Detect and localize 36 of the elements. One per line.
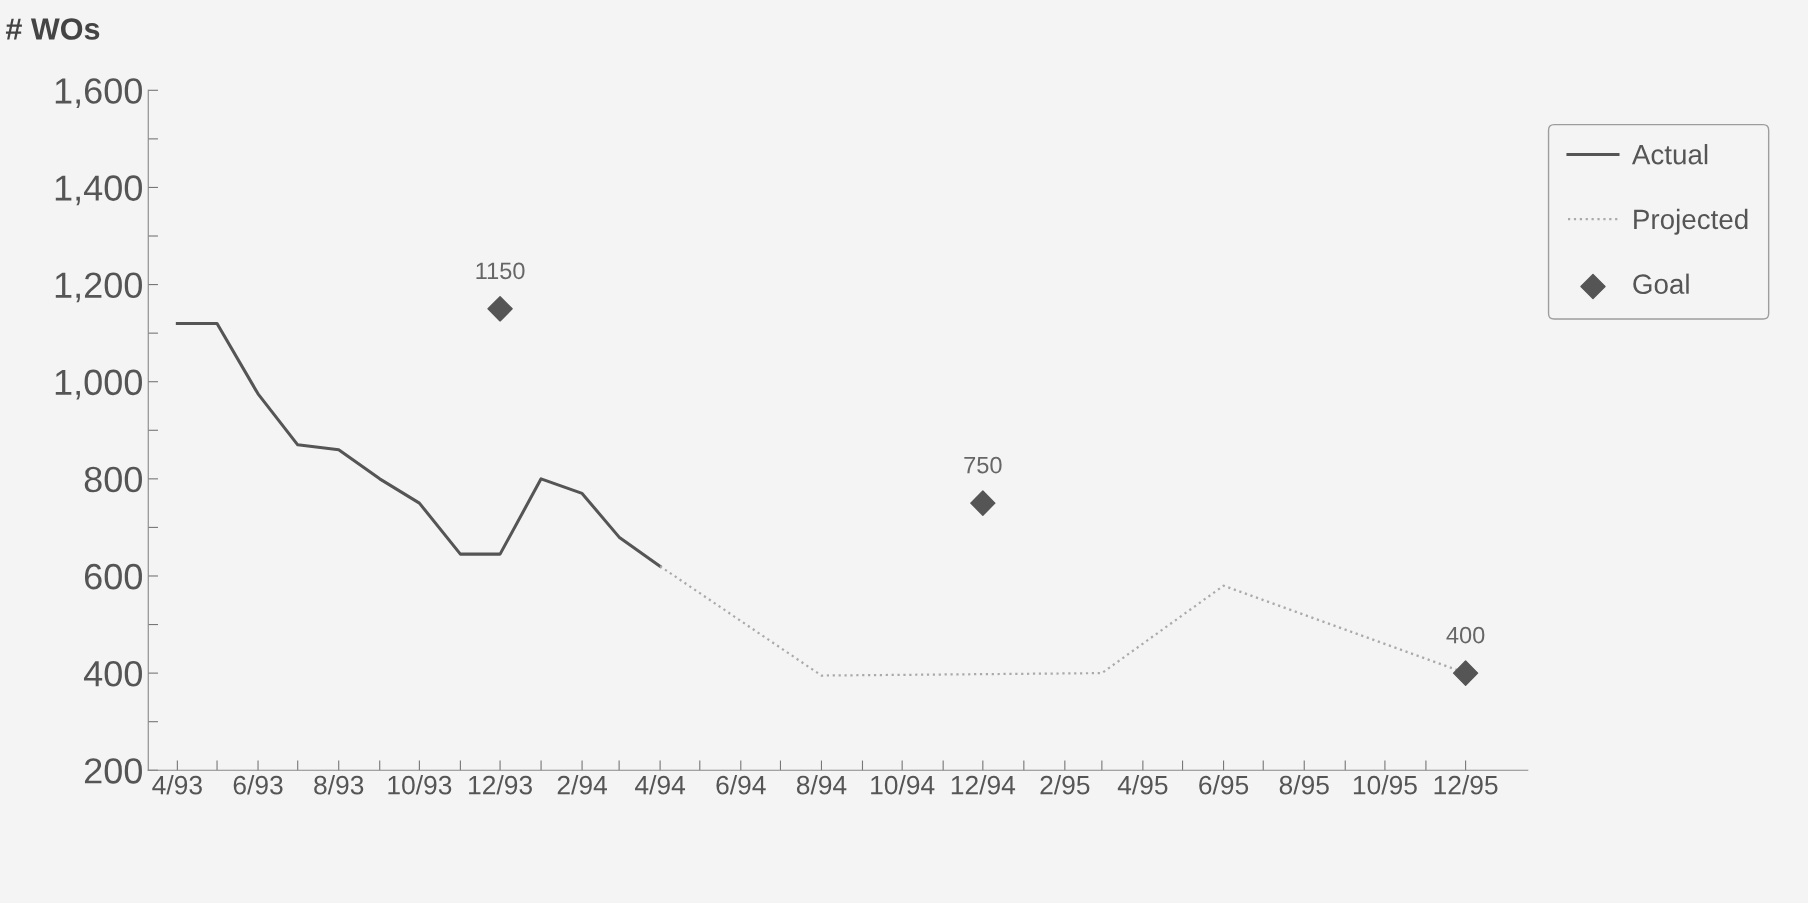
legend-label: Projected xyxy=(1634,208,1748,235)
x-tick-label: 12/94 xyxy=(951,775,1016,795)
y-tick-label: 1,400 xyxy=(55,175,142,206)
x-tick-label: 4/93 xyxy=(152,775,202,795)
y-tick-label: 200 xyxy=(84,758,142,784)
y-tick-label: 1,600 xyxy=(55,78,142,109)
x-tick-label: 12/93 xyxy=(469,775,532,795)
y-tick-label: 600 xyxy=(84,563,142,590)
data-label: 1150 xyxy=(476,262,525,280)
x-tick-label: 12/95 xyxy=(1434,775,1498,795)
x-tick-label: 10/93 xyxy=(388,775,452,795)
x-tick-label: 6/93 xyxy=(233,775,283,795)
x-tick-label: 2/95 xyxy=(1040,775,1090,795)
x-tick-label: 8/93 xyxy=(314,775,364,795)
legend-label: Actual xyxy=(1631,144,1708,165)
data-label: 400 xyxy=(1446,626,1485,644)
y-tick-label: 800 xyxy=(84,466,142,493)
point xyxy=(970,490,996,516)
x-tick-label: 10/94 xyxy=(871,775,935,795)
legend-label: Goal xyxy=(1633,273,1689,294)
x-tick-label: 6/95 xyxy=(1199,775,1249,795)
line-series xyxy=(175,321,662,568)
x-tick-label: 4/94 xyxy=(635,775,686,795)
point xyxy=(1452,660,1479,686)
x-tick-label: 4/95 xyxy=(1117,775,1168,795)
y-axis-title: # WOs xyxy=(5,18,100,40)
x-tick-label: 8/95 xyxy=(1279,775,1329,795)
data-label: 750 xyxy=(964,456,1002,474)
x-tick-label: 2/94 xyxy=(557,775,607,795)
y-tick-label: 1,200 xyxy=(55,272,142,303)
x-tick-label: 10/95 xyxy=(1353,775,1417,795)
x-tick-label: 6/94 xyxy=(716,775,766,795)
y-tick-label: 400 xyxy=(83,660,142,687)
point xyxy=(487,296,513,322)
x-tick-label: 8/94 xyxy=(796,775,847,795)
y-tick-label: 1,000 xyxy=(55,369,142,400)
